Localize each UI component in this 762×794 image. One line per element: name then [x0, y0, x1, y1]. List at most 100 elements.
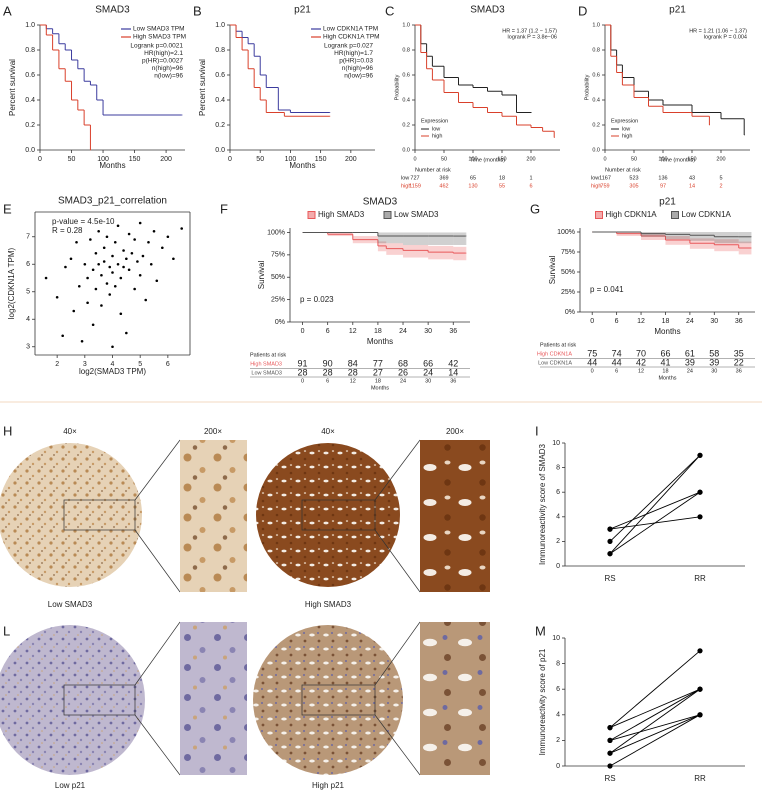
risk-count: 24: [423, 367, 433, 377]
x-tick-label: 100: [285, 156, 297, 163]
point: [136, 260, 139, 263]
zoom-line: [134, 529, 181, 593]
x-axis-label: log2(SMAD3 TPM): [79, 367, 146, 376]
x-tick-label: 100: [658, 156, 667, 162]
y-tick-label: 0: [556, 763, 560, 770]
y-tick-label: 1.0: [25, 22, 35, 29]
legend-label: Low CDKN1A: [682, 210, 732, 219]
annotation: HR(high)=2.1: [144, 50, 183, 57]
zoom-line: [134, 621, 181, 686]
point: [607, 551, 613, 557]
y-tick-label: 4: [556, 712, 560, 719]
point: [172, 257, 175, 261]
point: [72, 309, 76, 313]
risk-count: 727: [410, 175, 419, 181]
x-tick-label: 50: [256, 156, 264, 163]
x-tick-label: 100: [468, 156, 477, 162]
y-tick-label: 0%: [565, 309, 575, 316]
x-tick-label: 0: [590, 318, 594, 325]
x-tick-label: 150: [687, 156, 696, 162]
ci-band: [665, 232, 690, 240]
chart-title: SMAD3: [363, 197, 398, 208]
legend-label: High CDKN1A: [606, 210, 658, 219]
y-tick-label: 0.2: [215, 122, 225, 129]
risk-count: 66: [423, 358, 433, 368]
point: [89, 238, 92, 241]
annotation: HR = 1.37 (1.2 − 1.57): [502, 28, 557, 34]
risk-row-name: High SMAD3: [250, 361, 282, 367]
point: [113, 240, 117, 244]
x-tick-label: 6: [166, 361, 170, 368]
ci-band: [377, 232, 404, 244]
point: [77, 284, 81, 288]
point: [125, 331, 128, 335]
point: [86, 276, 89, 280]
point: [122, 249, 125, 252]
y-axis-label: Percent survival: [8, 59, 17, 116]
x-tick-label: 50: [68, 156, 76, 163]
annotation: p-value = 4.5e-10: [52, 217, 115, 226]
x-tick-label: 24: [399, 328, 407, 335]
ci-band: [465, 232, 467, 246]
y-tick-label: 2: [556, 737, 560, 744]
x-tick-label: 150: [497, 156, 506, 162]
point: [607, 538, 613, 545]
risk-title: Patients at risk: [250, 352, 286, 358]
y-tick-label: 1.0: [592, 22, 600, 28]
x-tick-label: 4: [111, 361, 115, 368]
x-axis-label: Months: [289, 161, 315, 170]
risk-x-tick-label: 30: [425, 378, 431, 384]
risk-x-label: Months: [658, 375, 676, 381]
risk-row-name: low: [401, 175, 409, 181]
legend-label: High CDKN1A TPM: [323, 34, 380, 41]
x-tick-label: RR: [694, 774, 706, 783]
risk-x-tick-label: 24: [687, 368, 693, 374]
point: [94, 251, 98, 255]
risk-count: 14: [448, 367, 458, 377]
chart-title: SMAD3: [470, 5, 505, 16]
y-axis-label: Immunoreactivity score of p21: [538, 648, 547, 755]
panel-label: G: [530, 201, 540, 216]
point: [108, 265, 112, 269]
tissue-zoom: [180, 440, 247, 592]
legend-title: Expression: [611, 118, 638, 124]
point: [86, 301, 89, 305]
risk-row-name: high: [591, 183, 601, 189]
chart-title: p21: [294, 5, 311, 16]
tissue-core: [256, 443, 400, 587]
point: [607, 725, 613, 731]
y-tick-label: 25%: [271, 296, 285, 303]
y-tick-label: 0.4: [402, 97, 410, 103]
tissue-zoom: [420, 440, 490, 592]
y-tick-label: 0.8: [402, 47, 410, 53]
risk-count: 74: [612, 348, 622, 358]
legend-symbol: [671, 211, 679, 219]
x-tick-label: 3: [83, 361, 87, 368]
point: [166, 235, 170, 239]
tissue-core: [0, 625, 145, 775]
magnification-label: 40×: [63, 427, 77, 436]
risk-count: 70: [636, 348, 646, 358]
x-tick-label: 200: [526, 156, 535, 162]
point: [111, 345, 114, 349]
pair-line: [609, 688, 701, 741]
x-tick-label: 24: [686, 318, 694, 325]
risk-count: 77: [373, 358, 383, 368]
point: [144, 298, 148, 302]
risk-count: 61: [685, 348, 695, 358]
image-caption: Low p21: [55, 781, 86, 790]
risk-count: 35: [734, 348, 744, 358]
legend-label: Low SMAD3: [394, 210, 439, 219]
pair-line: [609, 491, 701, 555]
x-tick-label: 50: [631, 156, 637, 162]
risk-count: 39: [685, 357, 695, 367]
magnification-label: 200×: [204, 427, 222, 436]
risk-x-tick-label: 12: [638, 368, 644, 374]
x-tick-label: 36: [735, 318, 743, 325]
risk-count: 18: [499, 175, 505, 181]
risk-count: 2: [719, 183, 722, 189]
risk-count: 136: [658, 175, 667, 181]
x-tick-label: RS: [604, 774, 615, 783]
y-axis-label: Probability: [584, 74, 590, 100]
annotation: p = 0.041: [590, 285, 624, 294]
